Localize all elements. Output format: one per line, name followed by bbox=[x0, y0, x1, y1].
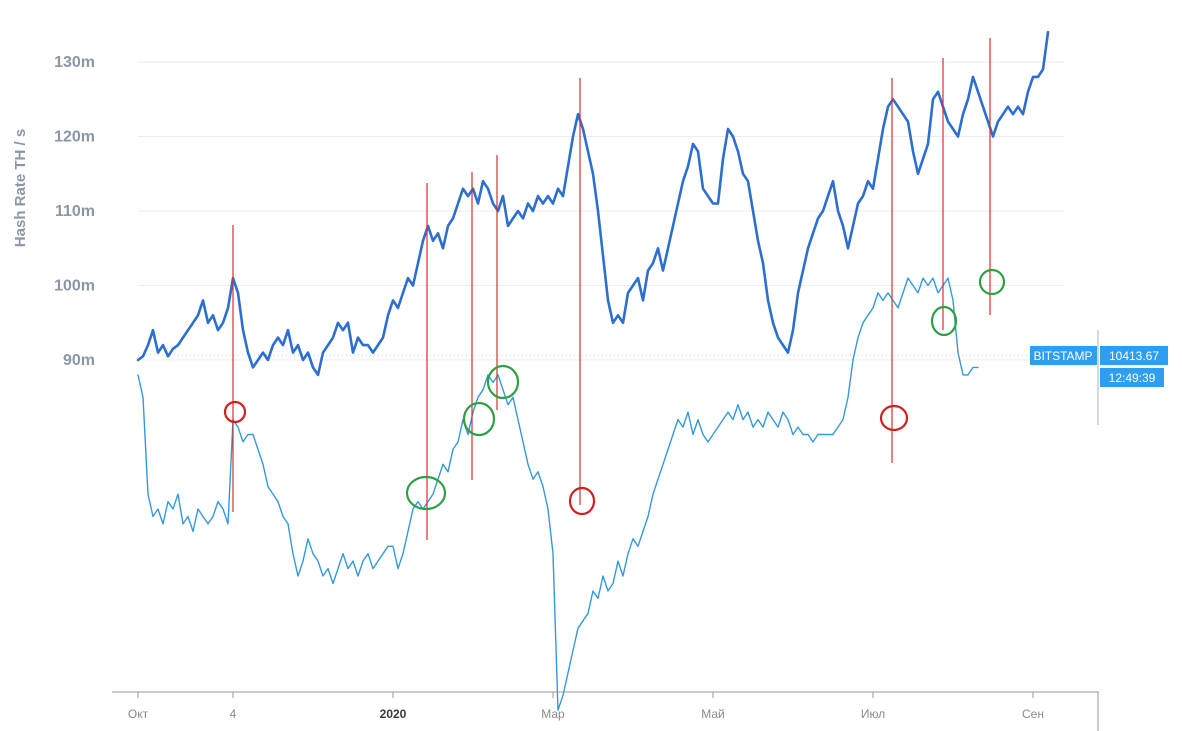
exchange-tag-box bbox=[1030, 346, 1097, 365]
y-tick-label: 130m bbox=[54, 54, 95, 71]
hash-rate-line bbox=[136, 30, 1050, 377]
y-gridlines bbox=[138, 61, 1064, 361]
y-tick-label: 120m bbox=[54, 129, 95, 146]
price-tag-box bbox=[1100, 346, 1168, 365]
price-tag: BITSTAMP 10413.67 12:49:39 bbox=[1030, 330, 1168, 425]
green-circle-marker bbox=[930, 305, 958, 337]
green-circle-marker bbox=[462, 401, 496, 437]
y-tick-label: 100m bbox=[54, 278, 95, 295]
series-layer bbox=[136, 30, 1050, 711]
y-tick-label: 90m bbox=[63, 352, 95, 369]
y-axis-label: Hash Rate TH / s bbox=[12, 129, 29, 247]
red-circle-marker bbox=[568, 486, 596, 516]
time-tag-value: 12:49:39 bbox=[1109, 371, 1156, 385]
x-tick-label: Май bbox=[701, 707, 725, 721]
x-axis-ticks: Окт 4 2020 Мар Май Июл Сен bbox=[128, 692, 1044, 721]
y-tick-label: 110m bbox=[55, 203, 95, 220]
red-circle-marker bbox=[223, 400, 247, 424]
red-circle-marker bbox=[879, 404, 909, 432]
x-tick-label: Июл bbox=[861, 707, 885, 721]
x-axis: Окт 4 2020 Мар Май Июл Сен bbox=[112, 691, 1099, 731]
btc-price-line bbox=[137, 277, 979, 711]
exchange-tag-label: BITSTAMP bbox=[1033, 349, 1092, 363]
time-tag-box bbox=[1100, 368, 1164, 387]
y-axis-ticks: 90m 100m 110m 120m 130m bbox=[54, 54, 95, 369]
x-tick-label: Мар bbox=[541, 707, 565, 721]
x-tick-label: 2020 bbox=[380, 707, 407, 721]
green-circle-marker bbox=[405, 475, 447, 511]
x-tick-label: Сен bbox=[1022, 707, 1044, 721]
green-circle-marker bbox=[978, 268, 1006, 296]
x-tick-label: Окт bbox=[128, 707, 149, 721]
price-tag-value: 10413.67 bbox=[1109, 349, 1159, 363]
event-markers bbox=[223, 38, 1006, 540]
x-tick-label: 4 bbox=[230, 707, 237, 721]
green-circle-marker bbox=[486, 364, 520, 400]
